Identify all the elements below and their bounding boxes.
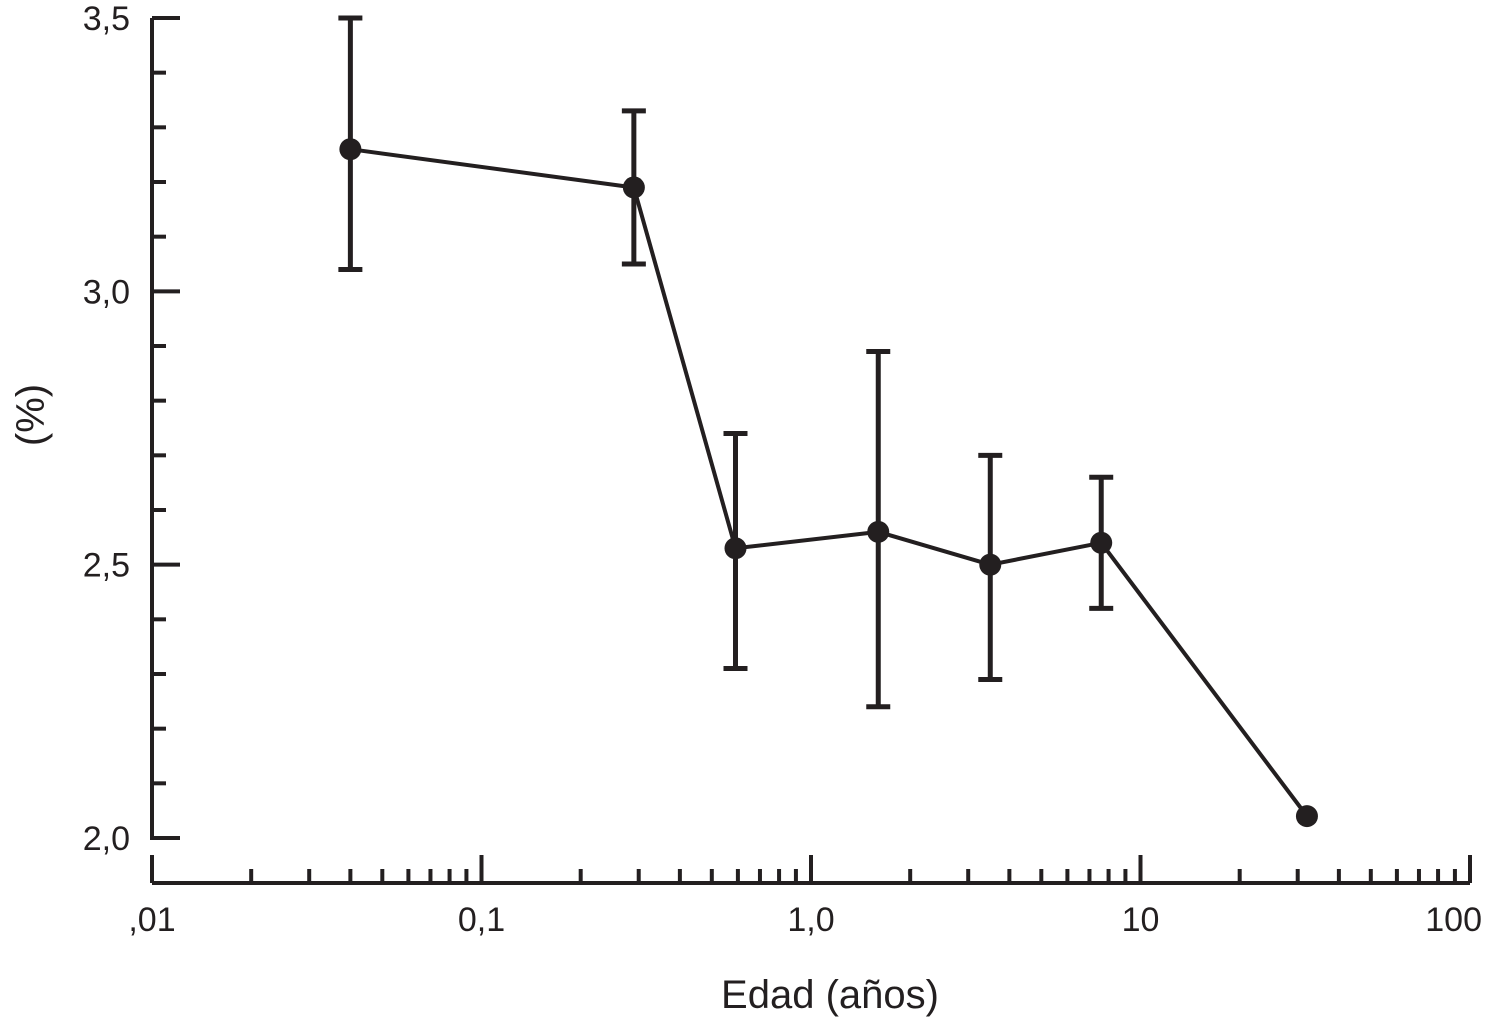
x-tick-label: 100 — [1425, 901, 1482, 939]
data-point — [1090, 531, 1113, 554]
x-axis-title: Edad (años) — [721, 973, 939, 1017]
y-tick-label: 3,0 — [83, 273, 130, 311]
x-tick-label: 10 — [1122, 901, 1160, 939]
data-point — [867, 520, 890, 543]
data-point — [622, 176, 645, 199]
data-point — [979, 553, 1002, 576]
y-axis: 2,0 2,5 3,0 3,5 — [83, 0, 180, 858]
y-tick-label: 2,0 — [83, 820, 130, 858]
x-tick-label: ,01 — [128, 901, 175, 939]
x-tick-label: 0,1 — [458, 901, 505, 939]
data-point — [724, 537, 747, 560]
data-point — [1295, 805, 1318, 828]
y-axis-title: (%) — [9, 384, 53, 446]
data-series — [338, 15, 1318, 828]
series-line — [350, 147, 1309, 818]
data-point — [339, 138, 362, 161]
x-tick-label: 1,0 — [787, 901, 834, 939]
y-tick-label: 2,5 — [83, 547, 130, 585]
y-tick-label: 3,5 — [83, 0, 130, 38]
x-axis: ,01 0,1 1,0 10 100 — [128, 855, 1482, 939]
